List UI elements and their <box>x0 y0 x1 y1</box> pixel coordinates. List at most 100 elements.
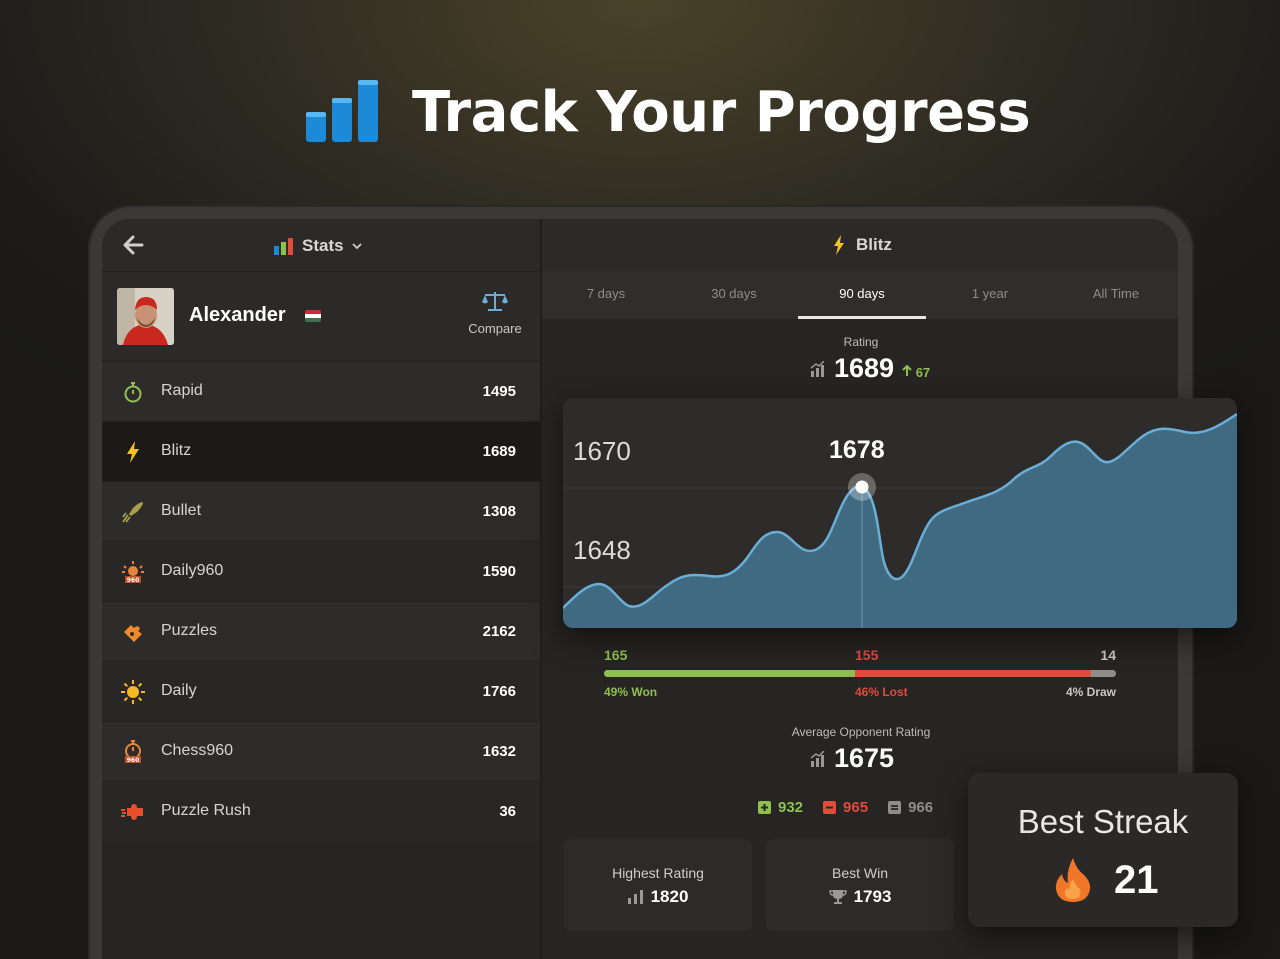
mode-name: Rapid <box>161 382 203 399</box>
chevron-down-icon <box>351 243 362 250</box>
chart-line <box>563 412 1237 609</box>
bullet-icon <box>122 502 143 523</box>
stats-bars-icon <box>274 238 293 255</box>
best-streak-value: 21 <box>1114 857 1159 902</box>
card-value-row: 1820 <box>564 887 752 907</box>
draw-segment <box>1091 670 1116 677</box>
mode-name: Puzzles <box>161 622 218 639</box>
mode-name: Chess960 <box>161 742 234 759</box>
tab-7-days[interactable]: 7 days <box>586 286 626 301</box>
rating-value-row: 1689 67 <box>810 353 930 384</box>
mode-row-puzzles[interactable]: Puzzles 2162 <box>102 601 540 661</box>
best-streak-row: 21 <box>1054 857 1159 903</box>
tab-1-year[interactable]: 1 year <box>971 286 1009 301</box>
blitz-title: Blitz <box>856 235 892 254</box>
rating-trend-icon <box>810 360 825 377</box>
mode-row-puzzle-rush[interactable]: Puzzle Rush 36 <box>102 781 540 841</box>
tab-30-days[interactable]: 30 days <box>711 286 757 301</box>
rating-delta-value: 67 <box>915 365 931 380</box>
lost-percent: 46% Lost <box>855 685 908 699</box>
opponent-loss: 965 <box>823 799 868 816</box>
opponent-split: 932 965 966 <box>758 799 933 816</box>
mode-name: Daily <box>161 682 197 699</box>
best-win-card[interactable]: Best Win 1793 <box>766 839 954 931</box>
mode-row-rapid[interactable]: Rapid 1495 <box>102 361 540 421</box>
record-bar <box>604 670 1116 677</box>
stats-dropdown[interactable]: Stats <box>274 233 362 259</box>
mode-rating: 1590 <box>482 563 516 580</box>
player-name: Alexander <box>189 304 286 326</box>
mode-row-blitz[interactable]: Blitz 1689 <box>102 421 540 481</box>
lightning-icon <box>834 235 844 255</box>
mode-name: Bullet <box>161 502 202 519</box>
sun-icon <box>121 680 145 704</box>
hero-title: Track Your Progress <box>412 80 1031 145</box>
y-axis-label: 1670 <box>573 436 631 466</box>
stats-header: Stats <box>102 219 540 271</box>
won-count: 165 <box>604 647 628 663</box>
puzzle-icon <box>124 625 142 642</box>
mode-rating: 1308 <box>482 503 516 520</box>
opponent-win-value: 932 <box>778 799 804 816</box>
equals-square-icon <box>888 801 902 814</box>
compare-button[interactable]: Compare <box>458 290 532 336</box>
rating-value: 1689 <box>834 353 895 383</box>
chart-area <box>563 414 1237 628</box>
card-value-row: 1793 <box>766 887 954 907</box>
draw-percent: 4% Draw <box>1065 685 1116 699</box>
stopwatch-960-icon: 960 <box>125 740 141 764</box>
bar-chart-icon <box>306 80 378 142</box>
back-arrow-icon[interactable] <box>122 235 144 255</box>
avg-opponent-value: 1675 <box>834 743 895 773</box>
stats-title: Stats <box>302 236 344 255</box>
best-streak-card: Best Streak 21 <box>968 773 1238 927</box>
highlight-point[interactable] <box>855 480 869 494</box>
rating-label: Rating <box>843 335 879 349</box>
active-tab-indicator <box>798 316 926 319</box>
rating-chart[interactable]: 1670 1648 1678 <box>563 398 1237 628</box>
opponent-draw-value: 966 <box>908 799 934 816</box>
arrow-up-icon <box>902 364 912 376</box>
mode-row-chess960[interactable]: 960 Chess960 1632 <box>102 721 540 781</box>
lost-count: 155 <box>855 647 879 663</box>
card-title: Best Win <box>831 865 888 881</box>
period-tabs: 7 days 30 days 90 days 1 year All Time <box>542 271 1178 319</box>
lost-segment <box>855 670 1091 677</box>
mode-row-daily960[interactable]: 960 Daily960 1590 <box>102 541 540 601</box>
tab-90-days[interactable]: 90 days <box>839 286 885 301</box>
card-title: Highest Rating <box>612 865 704 881</box>
mode-row-bullet[interactable]: Bullet 1308 <box>102 481 540 541</box>
mode-rating: 2162 <box>482 623 516 640</box>
mode-rating: 1689 <box>482 443 516 460</box>
mode-row-daily[interactable]: Daily 1766 <box>102 661 540 721</box>
best-streak-title: Best Streak <box>1017 803 1189 840</box>
flame-icon <box>1055 858 1091 902</box>
stats-panel: Stats Alexander <box>102 219 540 959</box>
svg-text:960: 960 <box>127 757 140 764</box>
mode-rating: 36 <box>499 803 516 820</box>
win-loss-bar: 165 155 14 49% Won 46% Lost 4% Draw <box>604 647 1116 707</box>
opponent-win: 932 <box>758 799 803 816</box>
bar-chart-small-icon <box>627 890 643 904</box>
compare-label: Compare <box>468 321 522 336</box>
rating-chart-svg <box>563 412 1237 628</box>
hero: Track Your Progress <box>0 72 1280 152</box>
highlight-value: 1678 <box>829 436 885 464</box>
mode-rating: 1495 <box>482 383 516 400</box>
hungary-flag-icon <box>305 310 321 322</box>
rating-trend-icon <box>810 750 825 767</box>
mode-list: Rapid 1495 Blitz 1689 Bullet 1308 960 Da… <box>102 361 540 841</box>
avg-opponent-row: 1675 <box>810 743 894 774</box>
stopwatch-icon <box>124 382 142 403</box>
avatar[interactable] <box>117 288 174 345</box>
plus-square-icon <box>758 801 771 814</box>
y-axis-label: 1648 <box>573 535 631 565</box>
draw-count: 14 <box>1100 647 1116 663</box>
highest-rating-card[interactable]: Highest Rating 1820 <box>564 839 752 931</box>
rating-delta: 67 <box>902 364 931 380</box>
profile-row[interactable]: Alexander Compare <box>102 271 540 361</box>
trophy-icon <box>828 890 847 904</box>
tab-all-time[interactable]: All Time <box>1092 286 1140 301</box>
svg-text:960: 960 <box>127 577 140 584</box>
card-value: 1793 <box>853 887 892 906</box>
